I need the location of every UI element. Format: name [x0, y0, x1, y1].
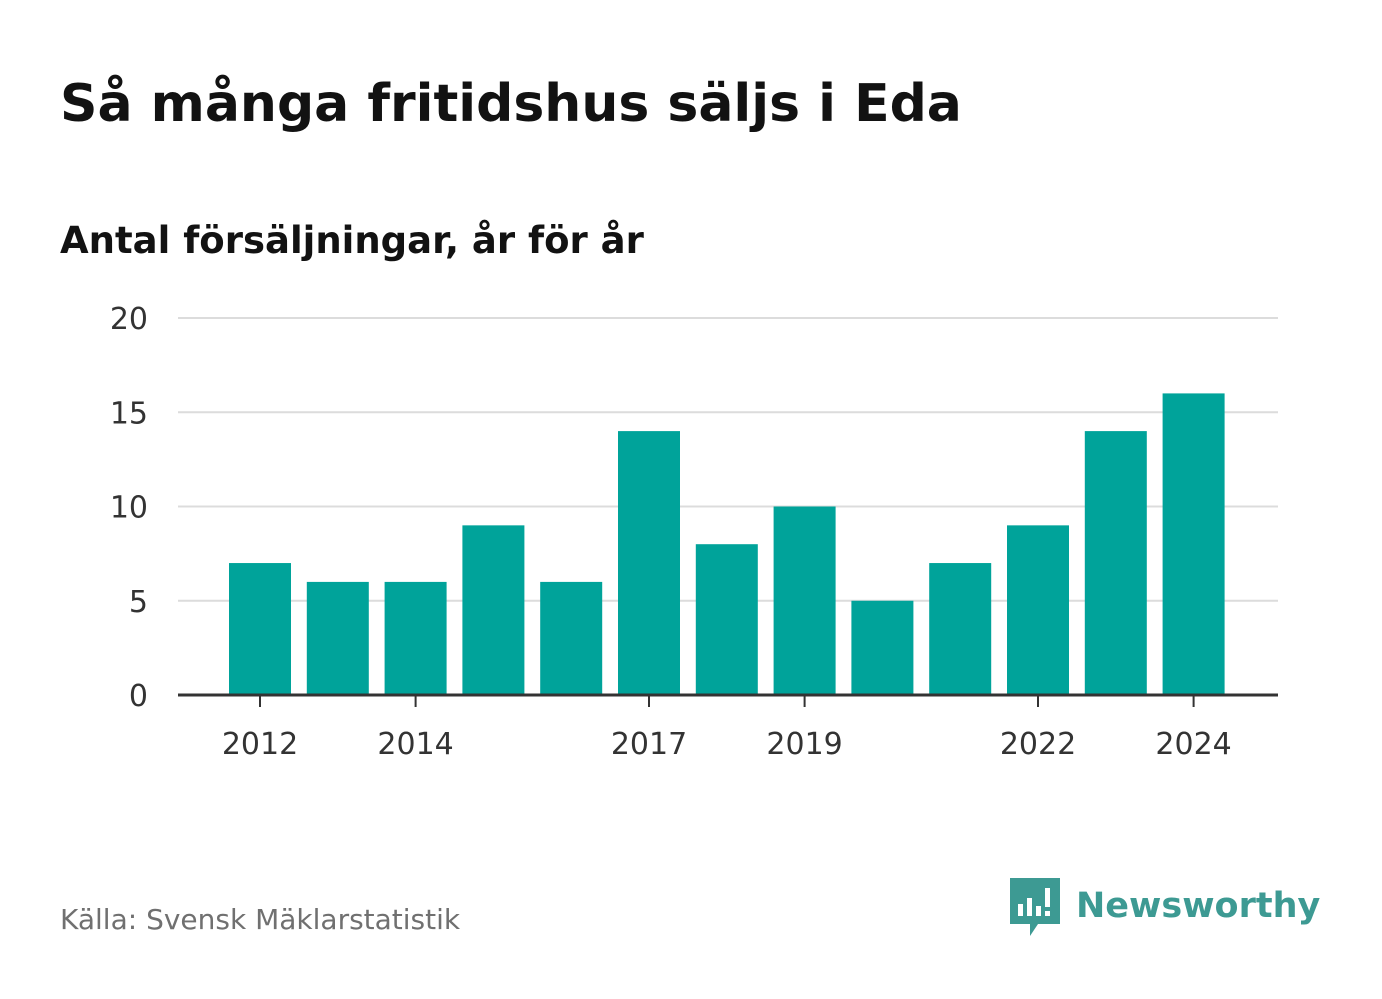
bar-2018 [695, 544, 758, 695]
brand-name: Newsworthy [1076, 886, 1321, 926]
bar-2020 [851, 600, 914, 695]
x-axis [178, 693, 1278, 707]
bar-2023 [1084, 431, 1147, 695]
chart-subtitle: Antal försäljningar, år för år [60, 219, 644, 262]
x-tick-label: 2017 [611, 727, 687, 762]
y-tick-label: 0 [129, 679, 148, 714]
bar-2016 [540, 581, 603, 695]
chart-title: Så många fritidshus säljs i Eda [60, 74, 962, 134]
newsworthy-logo-icon [1010, 878, 1060, 936]
newsworthy-brand: Newsworthy [1010, 878, 1320, 940]
x-tick-label: 2024 [1155, 727, 1231, 762]
y-tick-label: 5 [129, 585, 148, 620]
y-tick-label: 20 [110, 302, 148, 337]
bar-2014 [384, 581, 447, 695]
bar-2019 [773, 506, 836, 695]
bar-chart: 0 5 10 15 20 2012 2014 2017 2019 2022 2024 [110, 302, 1278, 762]
x-tick-label: 2019 [766, 727, 842, 762]
y-tick-label: 10 [110, 491, 148, 526]
bar-2022 [1007, 525, 1069, 695]
bar-2013 [306, 581, 369, 695]
x-tick-label: 2012 [222, 727, 298, 762]
x-tick-label: 2014 [377, 727, 453, 762]
bars [229, 393, 1225, 695]
bar-2012 [229, 563, 291, 695]
bar-2017 [618, 431, 680, 695]
bar-2015 [462, 525, 525, 695]
x-tick-label: 2022 [1000, 727, 1076, 762]
x-axis-labels: 2012 2014 2017 2019 2022 2024 [222, 727, 1232, 762]
bar-2024 [1162, 393, 1225, 695]
y-axis-labels: 0 5 10 15 20 [110, 302, 148, 714]
y-tick-label: 15 [110, 396, 148, 431]
bar-2021 [929, 563, 992, 695]
source-note: Källa: Svensk Mäklarstatistik [60, 903, 461, 936]
